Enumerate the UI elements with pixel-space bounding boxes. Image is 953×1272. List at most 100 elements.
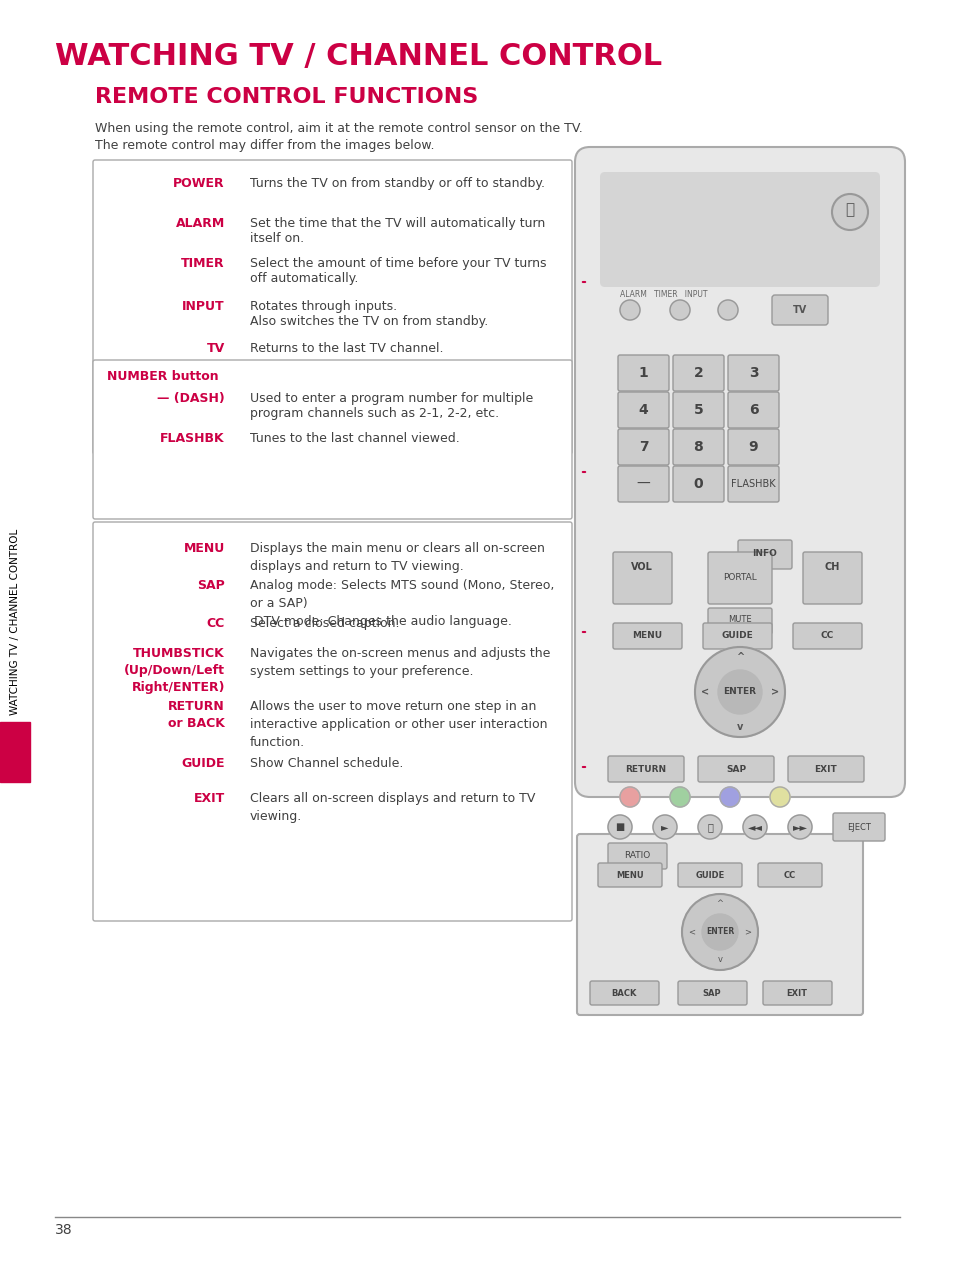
Text: >: > — [743, 927, 751, 936]
Text: ■: ■ — [615, 822, 624, 832]
Circle shape — [698, 815, 721, 840]
Circle shape — [720, 787, 740, 806]
Circle shape — [718, 670, 761, 714]
Circle shape — [787, 815, 811, 840]
Text: 0: 0 — [693, 477, 702, 491]
Text: PORTAL: PORTAL — [722, 572, 756, 581]
Text: VOL: VOL — [630, 562, 652, 572]
Circle shape — [701, 915, 738, 950]
Text: 8: 8 — [693, 440, 702, 454]
Text: 38: 38 — [55, 1222, 72, 1236]
FancyBboxPatch shape — [92, 160, 572, 454]
FancyBboxPatch shape — [672, 429, 723, 466]
Text: FLASHBK: FLASHBK — [730, 480, 775, 488]
FancyBboxPatch shape — [92, 360, 572, 519]
FancyBboxPatch shape — [598, 862, 661, 887]
Text: EXIT: EXIT — [814, 764, 837, 773]
FancyBboxPatch shape — [599, 172, 879, 287]
Text: WATCHING TV / CHANNEL CONTROL: WATCHING TV / CHANNEL CONTROL — [10, 529, 20, 715]
Text: ⏸: ⏸ — [706, 822, 712, 832]
Text: v: v — [717, 955, 721, 964]
Text: Used to enter a program number for multiple
program channels such as 2-1, 2-2, e: Used to enter a program number for multi… — [250, 392, 533, 420]
Text: ►: ► — [660, 822, 668, 832]
Text: GUIDE: GUIDE — [181, 757, 225, 770]
Circle shape — [652, 815, 677, 840]
Text: EJECT: EJECT — [846, 823, 870, 832]
Circle shape — [619, 787, 639, 806]
FancyBboxPatch shape — [589, 981, 659, 1005]
Text: ^: ^ — [735, 653, 743, 661]
Text: ENTER: ENTER — [722, 687, 756, 697]
Text: EXIT: EXIT — [193, 792, 225, 805]
Text: Returns to the last TV channel.: Returns to the last TV channel. — [250, 342, 443, 355]
Text: <: < — [700, 687, 708, 697]
Text: MUTE: MUTE — [727, 616, 751, 625]
Text: Select a closed caption.: Select a closed caption. — [250, 617, 399, 630]
Text: INFO: INFO — [752, 550, 777, 558]
FancyBboxPatch shape — [727, 355, 779, 391]
FancyBboxPatch shape — [618, 429, 668, 466]
Text: GUIDE: GUIDE — [695, 870, 724, 879]
Text: MENU: MENU — [631, 631, 661, 641]
Text: SAP: SAP — [197, 579, 225, 591]
Text: BACK: BACK — [611, 988, 636, 997]
Text: REMOTE CONTROL FUNCTIONS: REMOTE CONTROL FUNCTIONS — [95, 86, 477, 107]
Text: Set the time that the TV will automatically turn
itself on.: Set the time that the TV will automatica… — [250, 218, 545, 245]
Text: ^: ^ — [716, 899, 722, 908]
Text: 1: 1 — [638, 366, 648, 380]
Text: RETURN
or BACK: RETURN or BACK — [168, 700, 225, 730]
Text: 4: 4 — [638, 403, 648, 417]
FancyBboxPatch shape — [607, 756, 683, 782]
Text: TIMER: TIMER — [181, 257, 225, 270]
Text: Turns the TV on from standby or off to standby.: Turns the TV on from standby or off to s… — [250, 177, 544, 190]
FancyBboxPatch shape — [618, 355, 668, 391]
Text: CC: CC — [207, 617, 225, 630]
Text: FLASHBK: FLASHBK — [160, 432, 225, 445]
Circle shape — [669, 300, 689, 321]
FancyBboxPatch shape — [707, 608, 771, 633]
FancyBboxPatch shape — [613, 552, 671, 604]
Text: <: < — [688, 927, 695, 936]
FancyBboxPatch shape — [575, 148, 904, 798]
Text: POWER: POWER — [173, 177, 225, 190]
Text: The remote control may differ from the images below.: The remote control may differ from the i… — [95, 139, 434, 151]
Text: NUMBER button: NUMBER button — [107, 370, 218, 383]
Text: RETURN: RETURN — [625, 764, 666, 773]
Text: SAP: SAP — [702, 988, 720, 997]
Text: —: — — [636, 477, 650, 491]
Text: THUMBSTICK
(Up/Down/Left
Right/ENTER): THUMBSTICK (Up/Down/Left Right/ENTER) — [124, 647, 225, 695]
Bar — [0, 172, 30, 1072]
Text: Tunes to the last channel viewed.: Tunes to the last channel viewed. — [250, 432, 459, 445]
Text: — (DASH): — (DASH) — [157, 392, 225, 404]
FancyBboxPatch shape — [802, 552, 862, 604]
Text: CH: CH — [823, 562, 839, 572]
Text: MENU: MENU — [616, 870, 643, 879]
FancyBboxPatch shape — [727, 466, 779, 502]
Text: ENTER: ENTER — [705, 927, 734, 936]
Circle shape — [831, 195, 867, 230]
Text: Allows the user to move return one step in an
interactive application or other u: Allows the user to move return one step … — [250, 700, 547, 749]
Text: ALARM   TIMER   INPUT: ALARM TIMER INPUT — [619, 290, 707, 299]
Text: ⏻: ⏻ — [844, 202, 854, 218]
Text: EXIT: EXIT — [785, 988, 806, 997]
Text: 5: 5 — [693, 403, 702, 417]
Text: ►►: ►► — [792, 822, 806, 832]
Text: RATIO: RATIO — [623, 851, 649, 860]
Text: WATCHING TV / CHANNEL CONTROL: WATCHING TV / CHANNEL CONTROL — [55, 42, 661, 71]
Text: CC: CC — [820, 631, 833, 641]
Text: When using the remote control, aim it at the remote control sensor on the TV.: When using the remote control, aim it at… — [95, 122, 582, 135]
Text: 7: 7 — [638, 440, 648, 454]
FancyBboxPatch shape — [618, 466, 668, 502]
Circle shape — [718, 300, 738, 321]
FancyBboxPatch shape — [678, 981, 746, 1005]
FancyBboxPatch shape — [762, 981, 831, 1005]
Circle shape — [619, 300, 639, 321]
Text: Select the amount of time before your TV turns
off automatically.: Select the amount of time before your TV… — [250, 257, 546, 285]
Circle shape — [695, 647, 784, 736]
FancyBboxPatch shape — [92, 522, 572, 921]
Text: Navigates the on-screen menus and adjusts the
system settings to your preference: Navigates the on-screen menus and adjust… — [250, 647, 550, 678]
Bar — [0, 722, 30, 782]
Circle shape — [742, 815, 766, 840]
FancyBboxPatch shape — [702, 623, 771, 649]
Circle shape — [607, 815, 631, 840]
